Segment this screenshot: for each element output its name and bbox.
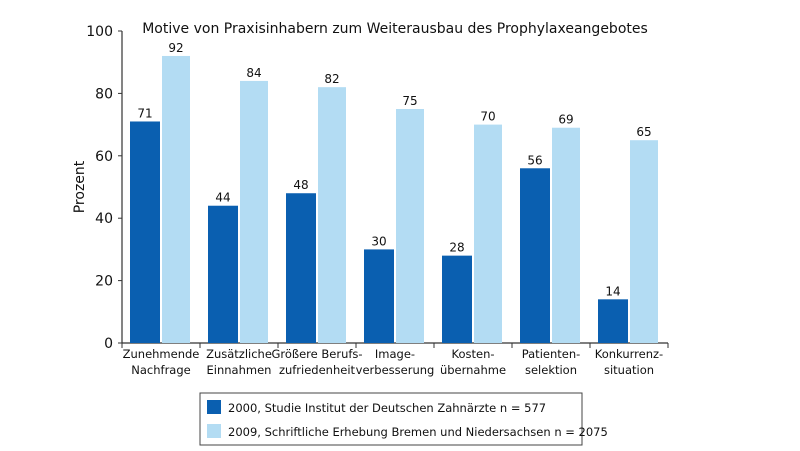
bar: [520, 168, 550, 343]
x-tick-label: Image-: [375, 347, 415, 361]
x-tick-label: selektion: [525, 363, 577, 377]
bar: [552, 127, 580, 343]
y-tick-label: 40: [95, 211, 113, 227]
data-label: 92: [168, 41, 183, 55]
x-tick-label: verbesserung: [356, 363, 435, 377]
data-label: 14: [605, 284, 620, 298]
bar: [630, 140, 658, 343]
bar: [396, 109, 424, 343]
legend-label: 2000, Studie Institut der Deutschen Zahn…: [228, 401, 546, 415]
data-label: 65: [636, 125, 651, 139]
bar: [240, 80, 268, 344]
x-tick-label: Kosten-: [451, 347, 494, 361]
y-tick-label: 80: [95, 86, 113, 102]
y-axis-label: Prozent: [72, 160, 88, 213]
data-label: 44: [215, 191, 230, 205]
legend: 2000, Studie Institut der Deutschen Zahn…: [199, 392, 608, 446]
x-tick-label: Zusätzliche: [206, 347, 272, 361]
y-tick-label: 100: [86, 24, 113, 40]
data-label: 75: [402, 94, 417, 108]
x-tick-label: übernahme: [440, 363, 506, 377]
y-tick-label: 0: [104, 336, 113, 352]
bar: [318, 87, 346, 343]
data-label: 56: [527, 153, 542, 167]
data-label: 71: [137, 106, 152, 120]
bar: [130, 121, 160, 343]
legend-swatch: [207, 424, 221, 438]
bar: [598, 299, 628, 343]
bars: 71 92 44 84 48 82 30 75 28 70 56 69 14 65: [130, 41, 658, 344]
bar: [442, 255, 472, 343]
axes: 0 20 40 60 80 100 Zunehmende Nachfrage Zusätzlic…: [86, 24, 669, 377]
bar: [208, 205, 238, 343]
y-tick-label: 20: [95, 274, 113, 290]
bar: [474, 124, 502, 343]
legend-label: 2009, Schriftliche Erhebung Bremen und N…: [228, 425, 608, 439]
data-label: 69: [558, 113, 573, 127]
chart-title: Motive von Praxisinhabern zum Weiterausb…: [142, 21, 648, 37]
x-tick-label: Konkurrenz-: [595, 347, 663, 361]
data-label: 82: [324, 72, 339, 86]
x-tick-label: Patienten-: [522, 347, 581, 361]
y-tick-label: 60: [95, 149, 113, 165]
x-tick-label: zufriedenheit: [279, 363, 356, 377]
bar: [162, 55, 190, 344]
bar: [286, 193, 316, 343]
bar: [364, 249, 394, 343]
data-label: 70: [480, 110, 495, 124]
x-tick-label: Nachfrage: [131, 363, 190, 377]
x-tick-label: Einnahmen: [207, 363, 272, 377]
x-tick-label: Zunehmende: [123, 347, 200, 361]
x-tick-label: Größere Berufs-: [271, 347, 362, 361]
data-label: 30: [371, 234, 386, 248]
x-tick-label: situation: [604, 363, 654, 377]
data-label: 28: [449, 241, 464, 255]
data-label: 84: [246, 66, 261, 80]
legend-box: [199, 392, 583, 446]
data-label: 48: [293, 178, 308, 192]
legend-swatch: [207, 400, 221, 414]
